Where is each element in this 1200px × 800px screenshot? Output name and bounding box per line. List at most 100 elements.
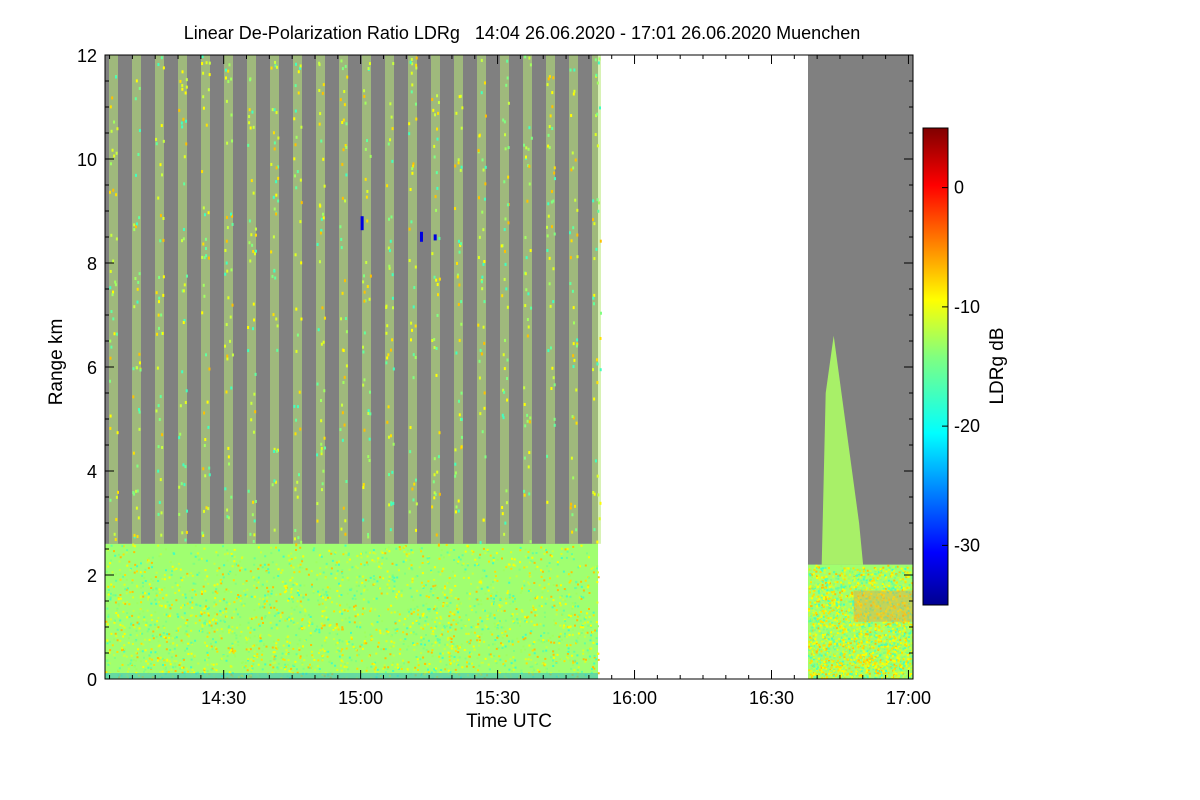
streak-speckle (506, 377, 509, 381)
streak-speckle (341, 438, 344, 442)
x-tick-label: 16:00 (612, 688, 657, 708)
streak-speckle (342, 380, 345, 384)
streak-speckle (271, 108, 274, 112)
streak-speckle (436, 186, 439, 190)
streak-speckle (323, 184, 326, 188)
streak-speckle (414, 355, 417, 359)
streak-speckle (155, 137, 158, 141)
streak-speckle (109, 162, 112, 166)
streak-speckle (247, 325, 250, 329)
streak-speckle (597, 201, 600, 205)
streak-speckle (185, 142, 188, 146)
streak-speckle (300, 201, 303, 205)
streak-speckle (224, 272, 227, 276)
streak-speckle (576, 233, 579, 237)
streak-speckle (432, 480, 435, 484)
streak-speckle (254, 410, 257, 414)
streak-speckle (180, 121, 183, 125)
streak-speckle (575, 388, 578, 392)
streak-speckle (344, 279, 347, 283)
streak-speckle (414, 265, 417, 269)
low-ldr-feature (360, 216, 364, 231)
streak-speckle (363, 89, 366, 93)
streak-speckle (161, 433, 164, 437)
streak-speckle (133, 533, 136, 537)
streak-speckle (162, 139, 165, 143)
streak-speckle (478, 235, 481, 239)
streak-speckle (322, 216, 325, 220)
streak-speckle (526, 318, 529, 322)
streak-speckle (227, 296, 230, 300)
streak-speckle (572, 166, 575, 170)
streak-speckle (294, 143, 297, 147)
streak-speckle (391, 338, 394, 342)
streak-speckle (138, 129, 141, 133)
streak-speckle (592, 296, 595, 300)
streak-speckle (364, 101, 367, 105)
streak-speckle (392, 442, 395, 446)
streak-speckle (208, 61, 211, 65)
streak-speckle (456, 275, 459, 279)
streak-speckle (162, 238, 165, 242)
streak-speckle (503, 338, 506, 342)
streak-speckle (391, 296, 394, 300)
streak-speckle (527, 164, 530, 168)
streak-speckle (574, 158, 577, 162)
streak-speckle (576, 208, 579, 212)
streak-speckle (185, 78, 188, 82)
streak-speckle (501, 505, 504, 509)
streak-speckle (431, 339, 434, 343)
streak-speckle (341, 403, 344, 407)
streak-speckle (546, 248, 549, 252)
streak-speckle (501, 294, 504, 298)
streak-speckle (134, 97, 137, 101)
streak-speckle (203, 294, 206, 298)
streak-speckle (458, 283, 461, 287)
streak-speckle (454, 164, 457, 168)
streak-speckle (341, 67, 344, 71)
streak-speckle (572, 365, 575, 369)
streak-speckle (182, 463, 185, 467)
streak-speckle (181, 70, 184, 74)
streak-speckle (408, 132, 411, 136)
streak-speckle (225, 215, 228, 219)
speckle (105, 544, 595, 679)
streak-speckle (320, 419, 323, 423)
streak-speckle (296, 405, 299, 409)
streak-speckle (254, 227, 257, 231)
streak-speckle (549, 304, 552, 308)
data-segment-1 (105, 55, 602, 679)
streak-speckle (363, 331, 366, 335)
streak-speckle (524, 304, 527, 308)
streak-speckle (410, 220, 413, 224)
streak-speckle (366, 189, 369, 193)
streak-speckle (295, 135, 298, 139)
streak-speckle (433, 337, 436, 341)
streak-speckle (504, 521, 507, 525)
streak-speckle (548, 256, 551, 260)
streak-speckle (550, 200, 553, 204)
streak-speckle (454, 510, 457, 514)
streak-speckle (249, 532, 252, 536)
colorbar-gradient (922, 127, 949, 606)
speckle (808, 564, 913, 679)
streak-speckle (254, 499, 257, 503)
streak-speckle (455, 505, 458, 509)
streak-speckle (109, 105, 112, 109)
streak-speckle (132, 491, 135, 495)
streak-speckle (411, 83, 414, 87)
streak-speckle (135, 222, 138, 226)
streak-speckle (181, 125, 184, 129)
streak-speckle (225, 323, 228, 327)
streak-speckle (274, 64, 277, 68)
streak-speckle (160, 313, 163, 317)
streak-speckle (202, 71, 205, 75)
streak-speckle (483, 197, 486, 201)
streak-speckle (228, 462, 231, 466)
streak-speckle (478, 359, 481, 363)
streak-speckle (160, 56, 163, 60)
streak-speckle (155, 142, 158, 146)
streak-speckle (410, 321, 413, 325)
streak-speckle (231, 214, 234, 218)
streak-speckle (550, 225, 553, 229)
